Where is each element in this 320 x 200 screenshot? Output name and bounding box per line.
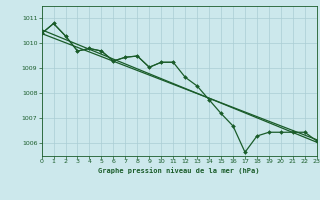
X-axis label: Graphe pression niveau de la mer (hPa): Graphe pression niveau de la mer (hPa)	[99, 167, 260, 174]
